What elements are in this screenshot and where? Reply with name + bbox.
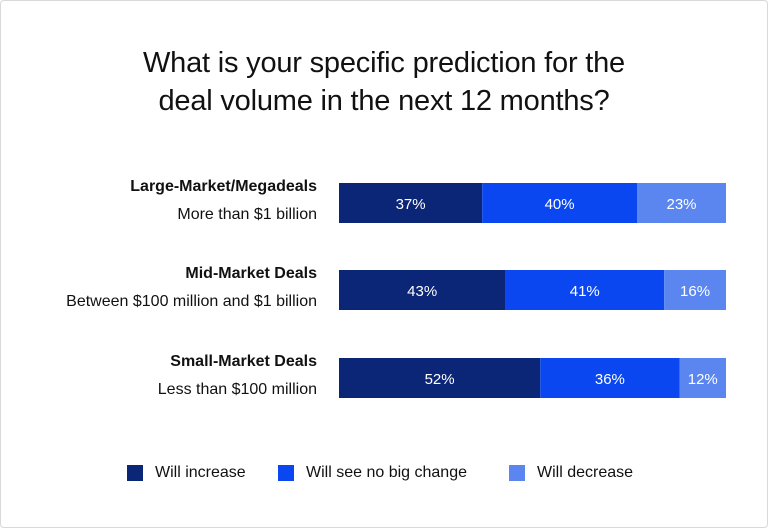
legend-swatch-will-increase [127,465,143,481]
category-label: Large-Market/Megadeals [130,178,317,195]
data-label: 23% [666,196,696,213]
bar-segment-will-decrease [664,270,726,310]
bar-segment-no-big-change [482,183,637,223]
category-sublabel: More than $1 billion [177,206,317,223]
category-label: Small-Market Deals [170,353,317,370]
legend-swatch-will-decrease [509,465,525,481]
data-label: 37% [396,196,426,213]
legend-item-will-increase: Will increase [127,462,246,484]
bar-segment-will-decrease [679,358,726,398]
data-label: 36% [595,371,625,388]
legend-item-will-decrease: Will decrease [509,462,633,484]
legend-item-no-big-change: Will see no big change [278,462,467,484]
bar-segment-will-increase [339,358,541,398]
bar-segment-will-increase [339,270,506,310]
data-label: 12% [688,371,718,388]
category-label: Mid-Market Deals [185,265,317,282]
legend-label-no-big-change: Will see no big change [306,464,467,481]
legend-label-will-decrease: Will decrease [537,464,634,481]
bar-segment-no-big-change [505,270,665,310]
legend-label-will-increase: Will increase [155,464,246,481]
data-label: 41% [570,283,600,300]
category-sublabel: Between $100 million and $1 billion [66,293,317,310]
bar-segment-will-increase [339,183,483,223]
chart-title: What is your specific prediction for the… [0,44,768,120]
bar-segment-no-big-change [540,358,680,398]
chart-title-line-2: deal volume in the next 12 months? [158,85,610,117]
bar-segment-will-decrease [636,183,726,223]
data-label: 43% [407,283,437,300]
data-label: 40% [545,196,575,213]
data-label: 52% [425,371,455,388]
legend: Will increase Will see no big change Wil… [0,462,768,484]
legend-swatch-no-big-change [278,465,294,481]
chart-title-line-1: What is your specific prediction for the [143,47,625,79]
data-label: 16% [680,283,710,300]
category-sublabel: Less than $100 million [158,381,317,398]
